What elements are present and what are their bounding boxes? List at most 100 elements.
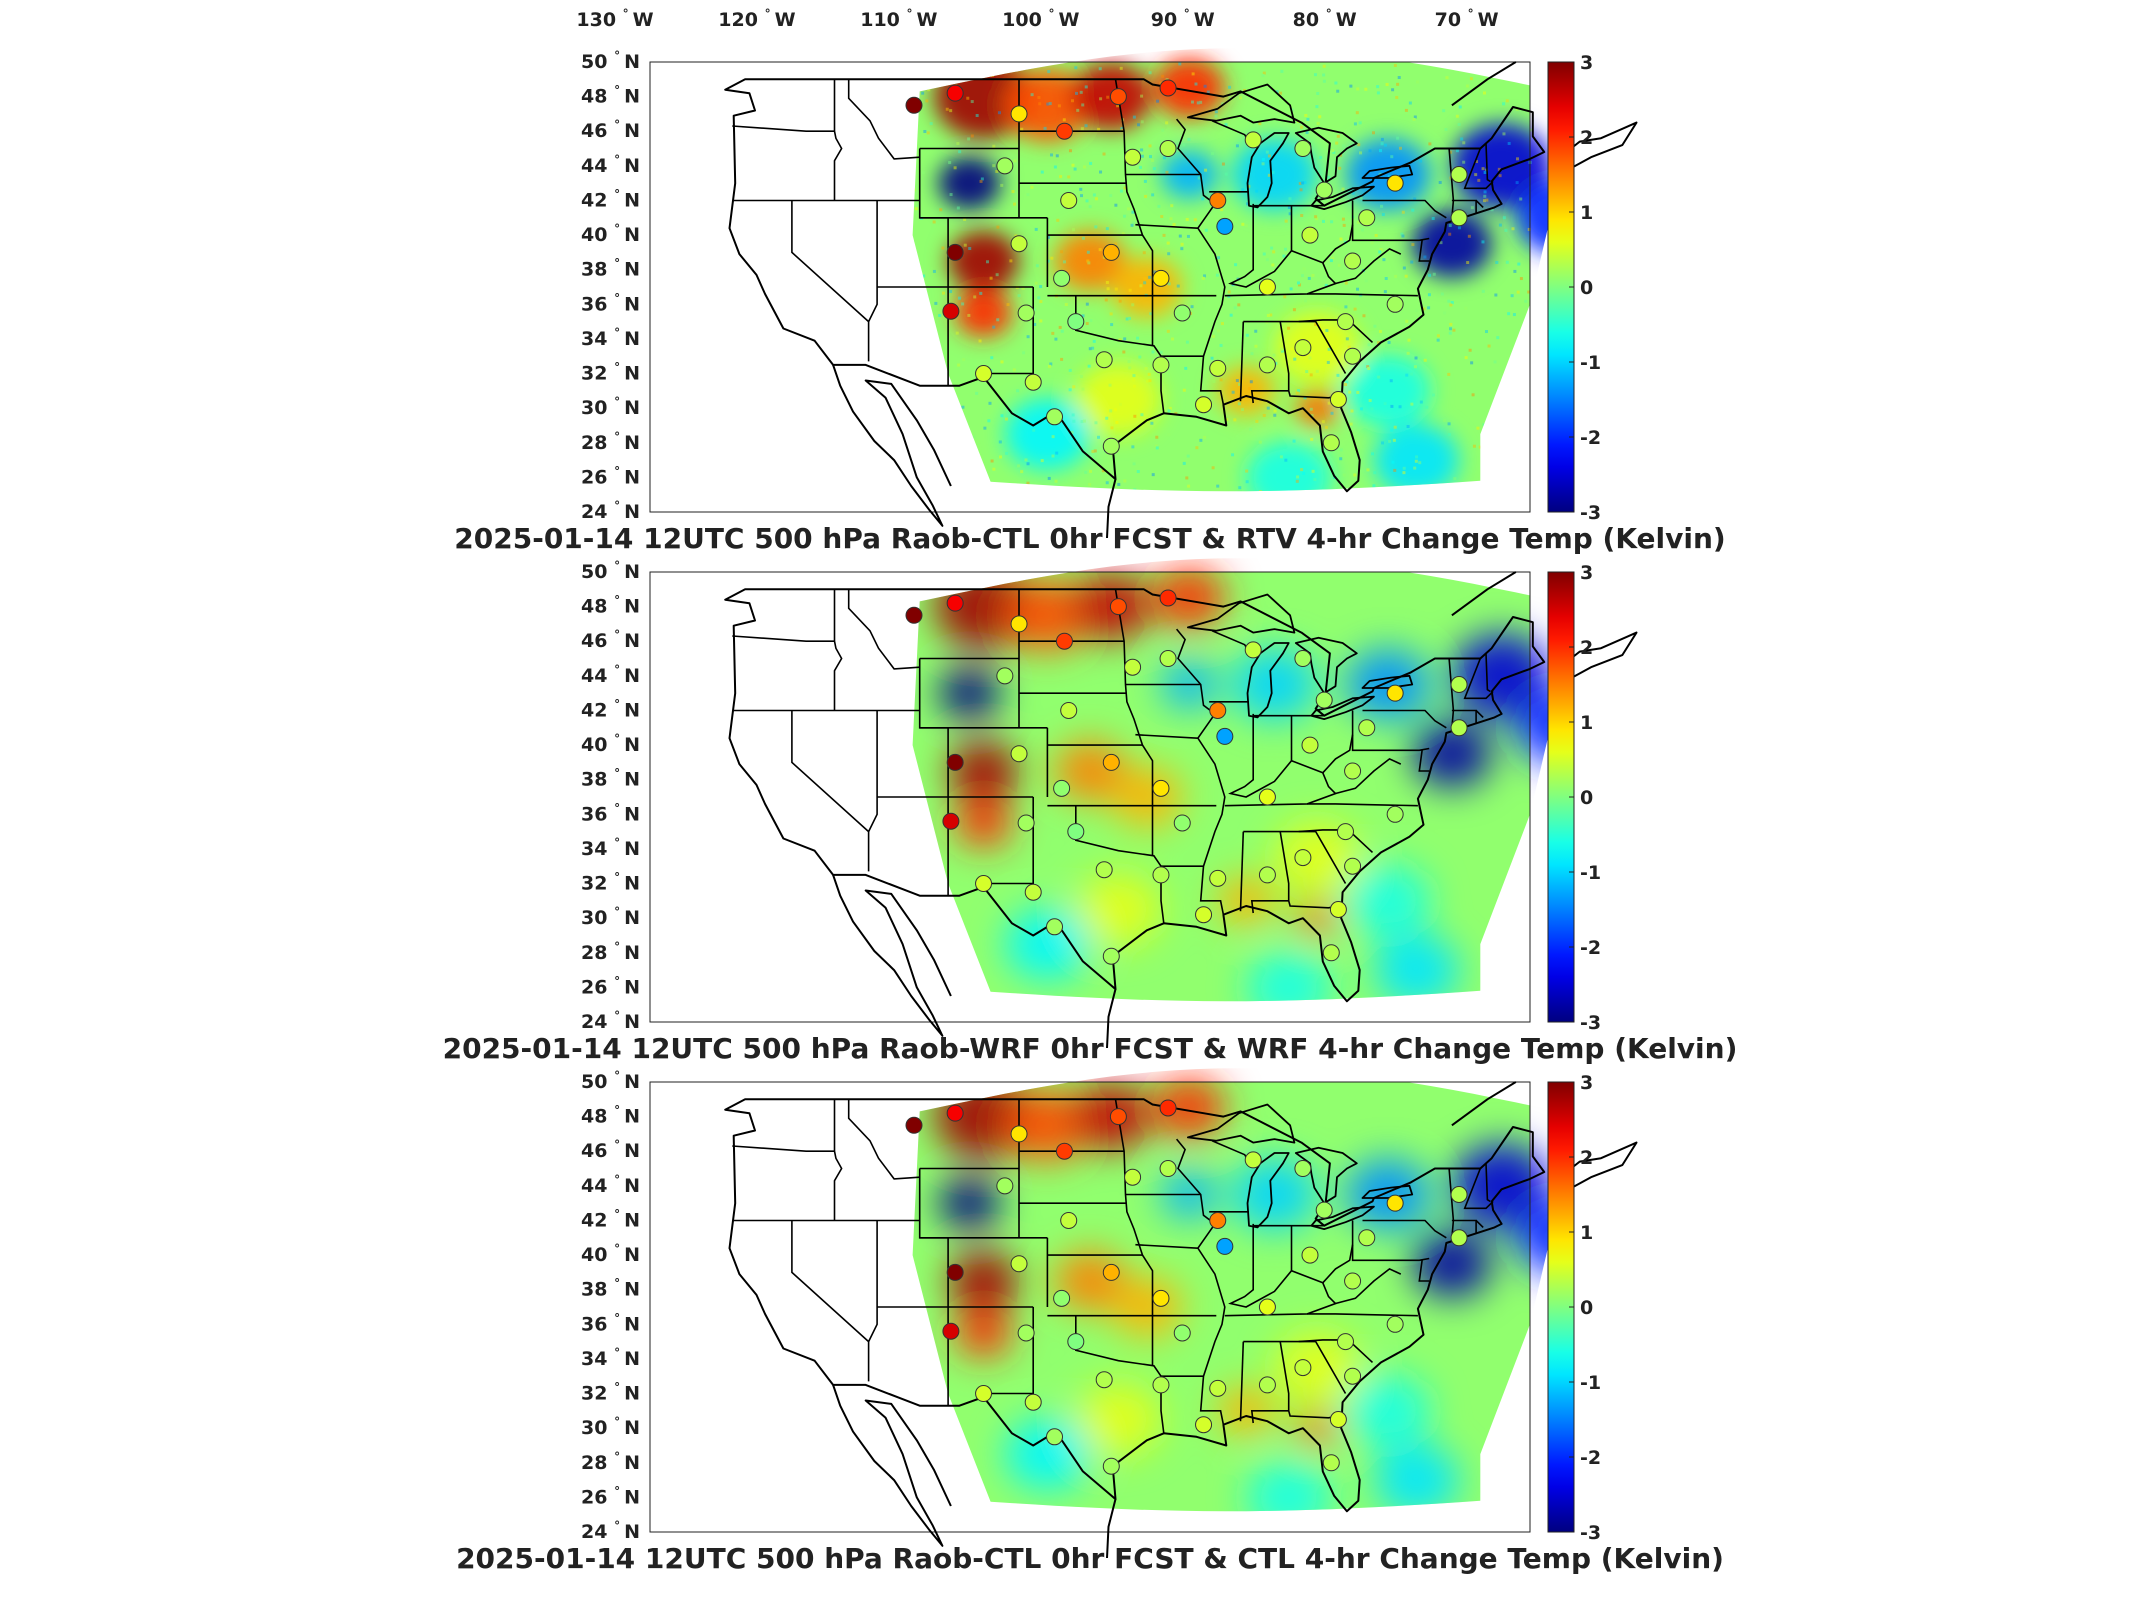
field-feature xyxy=(1217,876,1275,925)
latitude-label: 28 ° N xyxy=(581,430,640,454)
colorbar-tick-label: -1 xyxy=(1580,352,1601,374)
raob-station-marker xyxy=(1294,339,1312,357)
raob-station-marker xyxy=(1216,217,1234,235)
raob-station-marker xyxy=(1195,396,1213,414)
longitude-label: 70 ° W xyxy=(1435,7,1499,31)
raob-station-marker xyxy=(946,84,964,102)
raob-station-marker xyxy=(1159,589,1177,607)
colorbar-tick-label: -3 xyxy=(1580,502,1601,524)
latitude-label: 46 ° N xyxy=(581,118,640,142)
longitude-label: 100 ° W xyxy=(1002,7,1079,31)
latitude-label: 42 ° N xyxy=(581,697,640,721)
colorbar: 3 2 1 0 -1 -2 -3 xyxy=(1547,1072,1601,1544)
raob-station-marker xyxy=(1386,295,1404,313)
colorbar-tick-label: -1 xyxy=(1580,1372,1601,1394)
raob-station-marker xyxy=(1159,140,1177,158)
latitude-label: 38 ° N xyxy=(581,1277,640,1301)
latitude-label: 44 ° N xyxy=(581,153,640,177)
raob-station-marker xyxy=(1209,701,1227,719)
colorbar-tick-label: 2 xyxy=(1580,1147,1593,1169)
field-feature xyxy=(1075,1383,1161,1456)
raob-station-marker xyxy=(1152,866,1170,884)
colorbar-tick-label: -1 xyxy=(1580,862,1601,884)
raob-station-marker xyxy=(1450,719,1468,737)
map-panel: 50 ° N 48 ° N 46 ° N 44 ° N 42 ° N 40 ° N 38 ° N 36 ° N… xyxy=(454,49,1725,555)
field-feature xyxy=(1274,1331,1360,1404)
field-feature xyxy=(1004,1089,1090,1162)
raob-station-marker xyxy=(1095,1371,1113,1389)
latitude-labels: 50 ° N 48 ° N 46 ° N 44 ° N 42 ° N 40 ° N 38 ° N 36 ° N… xyxy=(581,1069,640,1543)
field-feature xyxy=(955,1308,1012,1358)
raob-station-marker xyxy=(1258,1298,1276,1316)
latitude-labels: 50 ° N 48 ° N 46 ° N 44 ° N 42 ° N 40 ° N 38 ° N 36 ° N… xyxy=(581,49,640,523)
raob-station-marker xyxy=(1294,650,1312,668)
raob-station-marker xyxy=(1386,174,1404,192)
raob-station-marker xyxy=(1124,1168,1142,1186)
colorbar-tick-label: -2 xyxy=(1580,937,1601,959)
longitude-labels: 130 ° W 120 ° W 110 ° W 100 ° W 90 ° W 80 ° W 70 ° W xyxy=(576,7,1498,31)
raob-station-marker xyxy=(1055,1142,1073,1160)
latitude-label: 42 ° N xyxy=(581,187,640,211)
state-borders xyxy=(732,79,1494,414)
raob-station-marker xyxy=(1344,252,1362,270)
raob-station-marker xyxy=(1152,779,1170,797)
field-feature xyxy=(938,666,1001,720)
raob-station-marker xyxy=(1294,1160,1312,1178)
colorbar-tick-label: -3 xyxy=(1580,1522,1601,1544)
raob-station-marker xyxy=(1336,823,1354,841)
latitude-label: 26 ° N xyxy=(581,1484,640,1508)
raob-station-marker xyxy=(1209,359,1227,377)
raob-station-marker xyxy=(1010,1125,1028,1143)
field-feature xyxy=(948,1250,1020,1312)
latitude-label: 50 ° N xyxy=(581,49,640,73)
colorbar-tick-label: 1 xyxy=(1580,1222,1593,1244)
colorbar-tick-label: 3 xyxy=(1580,1072,1593,1094)
field-feature xyxy=(1373,933,1460,1002)
raob-station-marker xyxy=(1315,181,1333,199)
colorbar-tick-label: -2 xyxy=(1580,427,1601,449)
raob-station-marker xyxy=(1053,1289,1071,1307)
colorbar-tick-label: 0 xyxy=(1580,1297,1593,1319)
field-feature xyxy=(1004,69,1090,142)
latitude-label: 36 ° N xyxy=(581,801,640,825)
panel-title: 2025-01-14 12UTC 500 hPa Raob-CTL 0hr FC… xyxy=(454,522,1725,555)
latitude-label: 32 ° N xyxy=(581,871,640,895)
raob-station-marker xyxy=(1386,1194,1404,1212)
raob-station-marker xyxy=(975,365,993,383)
field-feature xyxy=(938,1176,1001,1230)
latitude-label: 38 ° N xyxy=(581,257,640,281)
raob-station-marker xyxy=(1258,1376,1276,1394)
raob-station-marker xyxy=(1053,269,1071,287)
raob-station-marker xyxy=(1244,1151,1262,1169)
raob-station-marker xyxy=(1216,727,1234,745)
raob-station-marker xyxy=(1329,391,1347,408)
raob-station-marker xyxy=(1329,901,1347,918)
raob-stations xyxy=(905,589,1468,965)
raob-station-marker xyxy=(1258,788,1276,806)
map-frame xyxy=(649,61,1531,513)
latitude-label: 24 ° N xyxy=(581,499,640,523)
raob-station-marker xyxy=(1159,79,1177,97)
field-feature xyxy=(1153,1077,1225,1139)
panel-title: 2025-01-14 12UTC 500 hPa Raob-CTL 0hr FC… xyxy=(456,1542,1724,1575)
raob-station-marker xyxy=(1173,1324,1191,1342)
colorbar-tick-label: 0 xyxy=(1580,277,1593,299)
raob-station-marker xyxy=(975,875,993,893)
latitude-label: 36 ° N xyxy=(581,291,640,315)
raob-station-marker xyxy=(1386,1315,1404,1333)
latitude-label: 50 ° N xyxy=(581,559,640,583)
latitude-label: 46 ° N xyxy=(581,628,640,652)
field-feature xyxy=(1412,1229,1492,1298)
raob-station-marker xyxy=(1102,1457,1120,1475)
raob-station-marker xyxy=(1344,762,1362,780)
raob-station-marker xyxy=(1102,753,1120,771)
raob-station-marker xyxy=(1109,598,1127,616)
raob-station-marker xyxy=(1216,1237,1234,1255)
raob-station-marker xyxy=(1067,313,1085,331)
raob-station-marker xyxy=(1046,1428,1064,1446)
field-feature xyxy=(1373,1443,1460,1512)
field-feature xyxy=(1111,766,1183,828)
raob-station-marker xyxy=(905,606,923,624)
raob-station-marker xyxy=(1010,105,1028,123)
raob-station-marker xyxy=(1294,1359,1312,1377)
